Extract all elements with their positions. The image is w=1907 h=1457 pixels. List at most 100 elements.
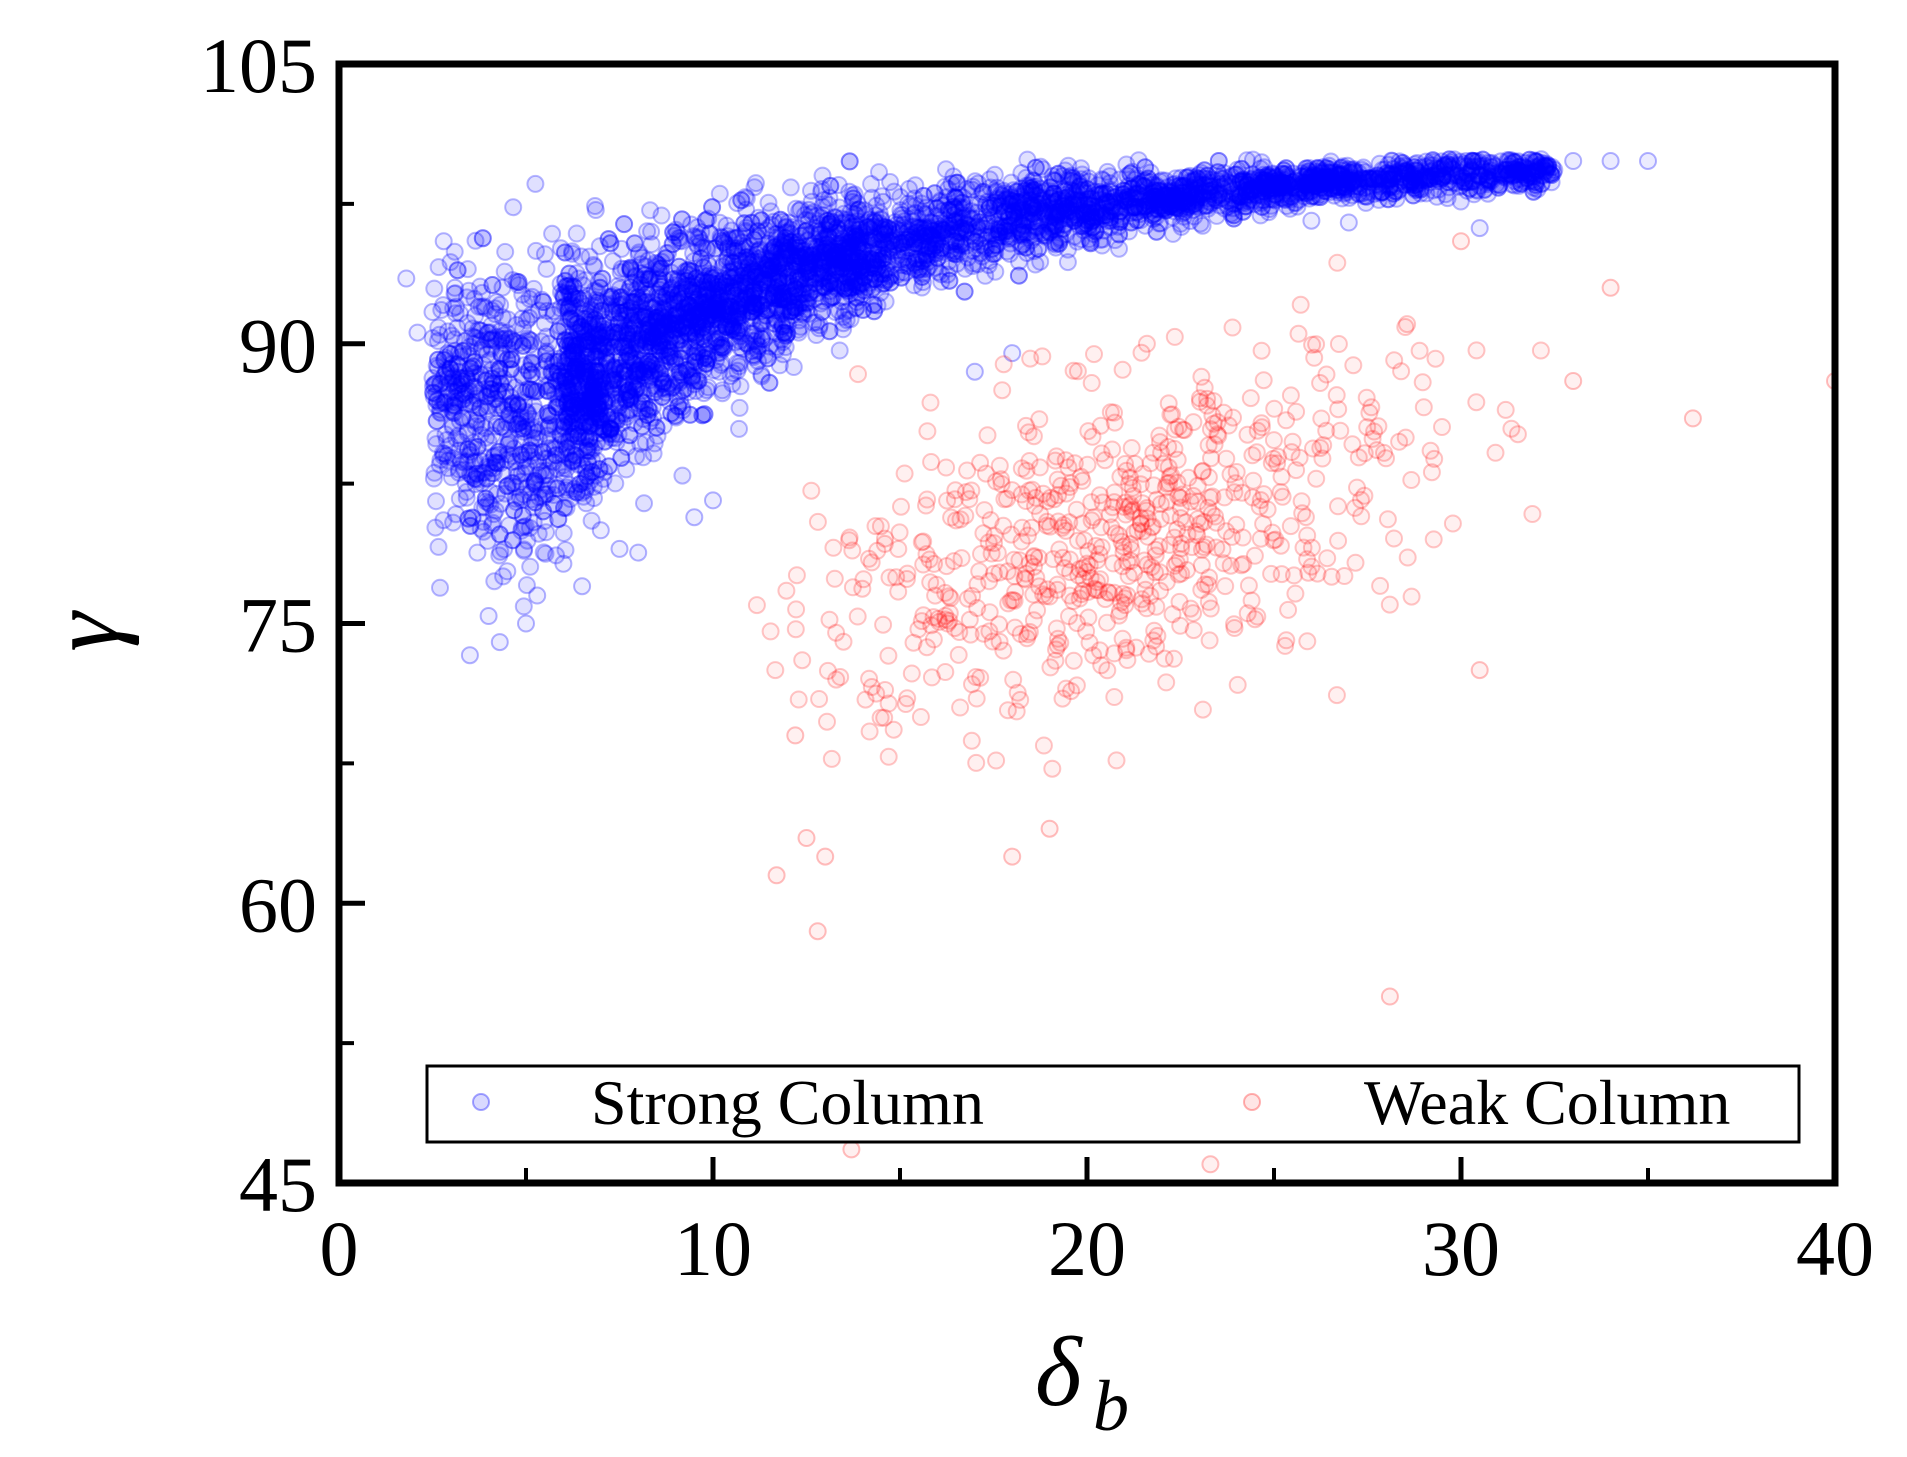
strong-column-point (1538, 159, 1557, 177)
strong-column-point (893, 206, 912, 224)
strong-column-point (1044, 184, 1063, 203)
strong-column-point (483, 276, 502, 294)
strong-column-point (679, 360, 698, 379)
strong-column-point (1502, 165, 1521, 184)
strong-column-point (705, 306, 724, 325)
strong-column-point (1250, 179, 1269, 198)
strong-column-point (431, 578, 449, 597)
strong-column-point (1537, 154, 1556, 173)
strong-column-point (946, 232, 965, 251)
strong-column-point (554, 382, 573, 401)
strong-column-point (789, 298, 808, 317)
strong-column-point (1068, 209, 1087, 228)
strong-column-point (950, 197, 968, 216)
strong-column-point (909, 228, 928, 247)
strong-column-point (1417, 152, 1435, 171)
strong-column-point (438, 451, 457, 470)
strong-column-point (471, 365, 490, 383)
strong-column-point (694, 293, 713, 312)
strong-column-point (1503, 175, 1521, 194)
strong-column-point (730, 419, 748, 438)
strong-column-point (561, 309, 580, 328)
strong-column-point (682, 371, 701, 390)
strong-column-point (1323, 176, 1341, 195)
strong-column-point (1290, 190, 1309, 209)
strong-column-point (646, 253, 665, 272)
strong-column-point (551, 274, 570, 293)
strong-column-point (1325, 186, 1344, 205)
strong-column-point (850, 239, 869, 258)
strong-column-point (712, 311, 731, 330)
strong-column-point (514, 451, 533, 469)
strong-column-point (1111, 212, 1130, 231)
strong-column-point (499, 310, 517, 329)
strong-column-point (824, 236, 843, 255)
strong-column-point (963, 254, 982, 273)
strong-column-point (1172, 187, 1191, 205)
strong-column-point (514, 419, 533, 438)
strong-column-point (1284, 164, 1302, 183)
strong-column-point (1228, 186, 1247, 204)
strong-column-point (731, 327, 750, 346)
strong-column-point (791, 270, 810, 288)
strong-column-point (955, 282, 974, 301)
strong-column-point (718, 248, 737, 267)
strong-column-point (879, 270, 898, 289)
strong-column-point (652, 206, 671, 225)
strong-column-point (1055, 180, 1074, 199)
strong-column-point (836, 218, 855, 237)
strong-column-point (522, 353, 541, 372)
strong-column-point (1300, 182, 1319, 201)
strong-column-point (545, 417, 564, 436)
strong-column-point (730, 319, 749, 338)
strong-column-point (1266, 191, 1285, 210)
strong-column-point (461, 394, 480, 413)
strong-column-point (811, 265, 830, 284)
strong-column-point (974, 182, 993, 201)
strong-column-point (663, 347, 682, 366)
strong-column-point (577, 385, 596, 404)
strong-column-point (770, 356, 789, 375)
strong-column-point (1244, 168, 1263, 187)
strong-column-point (1468, 157, 1487, 176)
strong-column-point (1215, 199, 1234, 218)
strong-column-point (781, 178, 800, 197)
strong-column-point (730, 398, 749, 417)
strong-column-point (1304, 165, 1323, 184)
strong-column-point (839, 301, 858, 320)
strong-column-point (446, 393, 465, 412)
strong-column-point (921, 213, 940, 232)
strong-column-point (633, 393, 652, 412)
strong-column-point (749, 208, 768, 227)
strong-column-point (713, 280, 731, 299)
strong-column-point (1483, 153, 1501, 172)
strong-column-point (1065, 194, 1084, 213)
strong-column-point (557, 438, 576, 457)
strong-column-point (738, 268, 757, 287)
strong-column-point (1242, 173, 1261, 191)
strong-column-point (677, 357, 696, 376)
strong-column-point (819, 227, 838, 246)
strong-column-point (741, 248, 760, 267)
strong-column-point (709, 316, 728, 335)
strong-column-point (1185, 170, 1204, 189)
strong-column-point (1492, 166, 1511, 184)
strong-column-point (514, 597, 533, 616)
strong-column-point (1127, 169, 1146, 188)
strong-column-point (636, 304, 655, 323)
strong-column-point (517, 402, 536, 421)
strong-column-point (1100, 167, 1119, 186)
strong-column-point (556, 432, 575, 451)
strong-column-point (563, 398, 582, 417)
strong-column-point (1040, 223, 1059, 242)
strong-column-point (425, 279, 444, 298)
strong-column-point (481, 384, 500, 402)
strong-column-point (434, 511, 453, 530)
strong-column-point (598, 321, 617, 340)
strong-column-point (645, 376, 664, 395)
strong-column-point (636, 293, 654, 311)
strong-column-point (994, 181, 1013, 200)
strong-column-point (629, 338, 648, 357)
strong-column-point (498, 350, 517, 369)
strong-column-point (621, 329, 640, 348)
